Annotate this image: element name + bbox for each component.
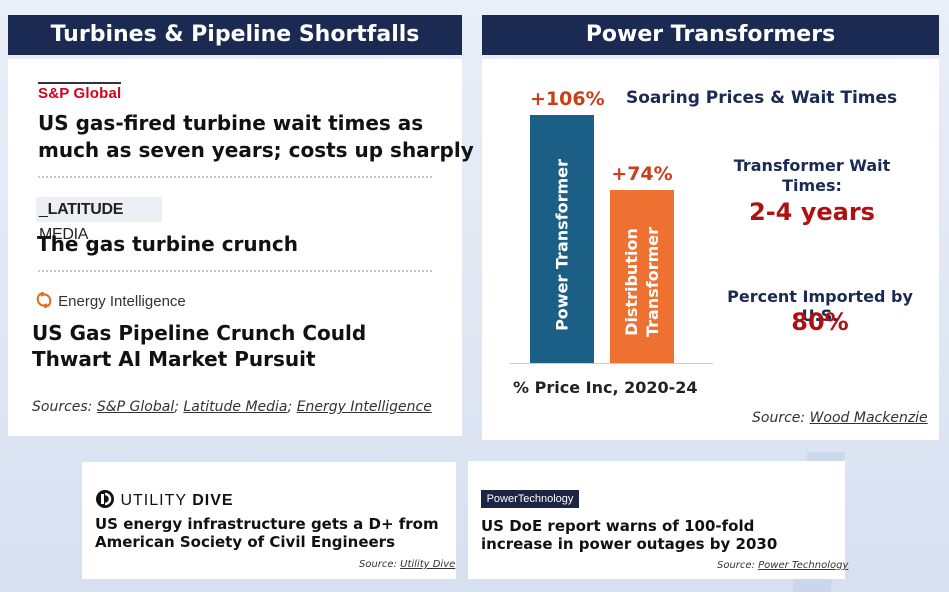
wait-times-value: 2-4 years bbox=[749, 198, 875, 226]
source-link-latitude[interactable]: Latitude Media bbox=[183, 399, 288, 415]
bar-data-label: +74% bbox=[611, 162, 673, 185]
source-link-sp[interactable]: S&P Global bbox=[96, 399, 175, 415]
power-technology-logo: PowerTechnology bbox=[481, 490, 579, 508]
energy-intelligence-logo: Energy Intelligence bbox=[34, 290, 186, 313]
power-technology-source: Source: Power Technology bbox=[717, 560, 849, 571]
import-title: Percent Imported by U.S. bbox=[727, 287, 913, 325]
bar-distribution-transformer bbox=[610, 189, 674, 363]
bar-data-label: +106% bbox=[530, 88, 605, 110]
source-link-ei[interactable]: Energy Intelligence bbox=[296, 399, 432, 415]
wait-times-title: Transformer Wait Times: bbox=[733, 156, 891, 195]
bar-category-label: Power Transformer bbox=[552, 159, 572, 331]
sp-global-logo: S&P Global bbox=[38, 82, 122, 102]
utility-dive-logo: UTILITY DIVE bbox=[95, 489, 234, 511]
import-value: 80% bbox=[791, 308, 849, 336]
source-link-woodmac[interactable]: Wood Mackenzie bbox=[809, 410, 928, 426]
utility-dive-card bbox=[82, 462, 456, 579]
right-panel-header: Power Transformers bbox=[482, 15, 939, 55]
swirl-icon bbox=[36, 292, 52, 308]
divider bbox=[38, 270, 432, 272]
right-source: Source: Wood Mackenzie bbox=[752, 410, 928, 426]
left-panel-card bbox=[8, 59, 462, 436]
utility-dive-source: Source: Utility Dive bbox=[359, 559, 456, 570]
left-panel-header: Turbines & Pipeline Shortfalls bbox=[8, 15, 462, 55]
left-sources: Sources: S&P Global; Latitude Media; Ene… bbox=[32, 399, 432, 415]
power-technology-card bbox=[468, 461, 845, 579]
bar-category-label: Distribution Transformer bbox=[622, 227, 662, 338]
power-technology-headline[interactable]: US DoE report warns of 100-fold increase… bbox=[481, 517, 778, 553]
utility-dive-headline[interactable]: US energy infrastructure gets a D+ from … bbox=[95, 515, 439, 551]
chart-xlabel: % Price Inc, 2020-24 bbox=[513, 378, 698, 397]
source-link-utility-dive[interactable]: Utility Dive bbox=[400, 559, 456, 570]
utility-dive-icon bbox=[96, 490, 114, 508]
article-headline-3[interactable]: US Gas Pipeline Crunch Could Thwart AI M… bbox=[32, 321, 367, 371]
divider bbox=[38, 176, 432, 178]
source-link-power-technology[interactable]: Power Technology bbox=[758, 560, 849, 571]
bar-power-transformer bbox=[530, 115, 594, 363]
chart-title: Soaring Prices & Wait Times bbox=[626, 88, 898, 108]
chart-baseline bbox=[510, 363, 713, 364]
article-headline-1[interactable]: US gas-fired turbine wait times as much … bbox=[38, 111, 474, 162]
article-headline-2[interactable]: The gas turbine crunch bbox=[37, 232, 298, 256]
latitude-media-logo: _LATITUDE MEDIA bbox=[36, 197, 162, 243]
